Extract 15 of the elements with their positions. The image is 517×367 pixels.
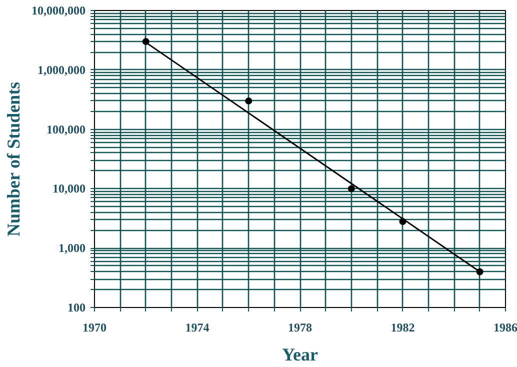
x-tick-label: 1986 — [494, 320, 517, 334]
y-tick-label: 100,000 — [46, 122, 86, 136]
x-tick-label: 1982 — [390, 320, 415, 334]
y-tick-label: 10,000 — [52, 182, 86, 196]
x-tick-label: 1970 — [82, 320, 106, 334]
y-tick-label: 100 — [68, 300, 86, 314]
x-tick-label: 1974 — [185, 320, 210, 334]
x-tick-label: 1978 — [288, 320, 312, 334]
y-tick-label: 1,000,000 — [38, 62, 86, 77]
y-tick-label: 1,000 — [58, 241, 86, 256]
x-axis-title: Year — [282, 344, 318, 364]
y-axis-title: Number of Students — [4, 82, 24, 237]
y-tick-label: 10,000,000 — [32, 4, 86, 18]
point — [245, 97, 252, 104]
point — [348, 185, 355, 192]
